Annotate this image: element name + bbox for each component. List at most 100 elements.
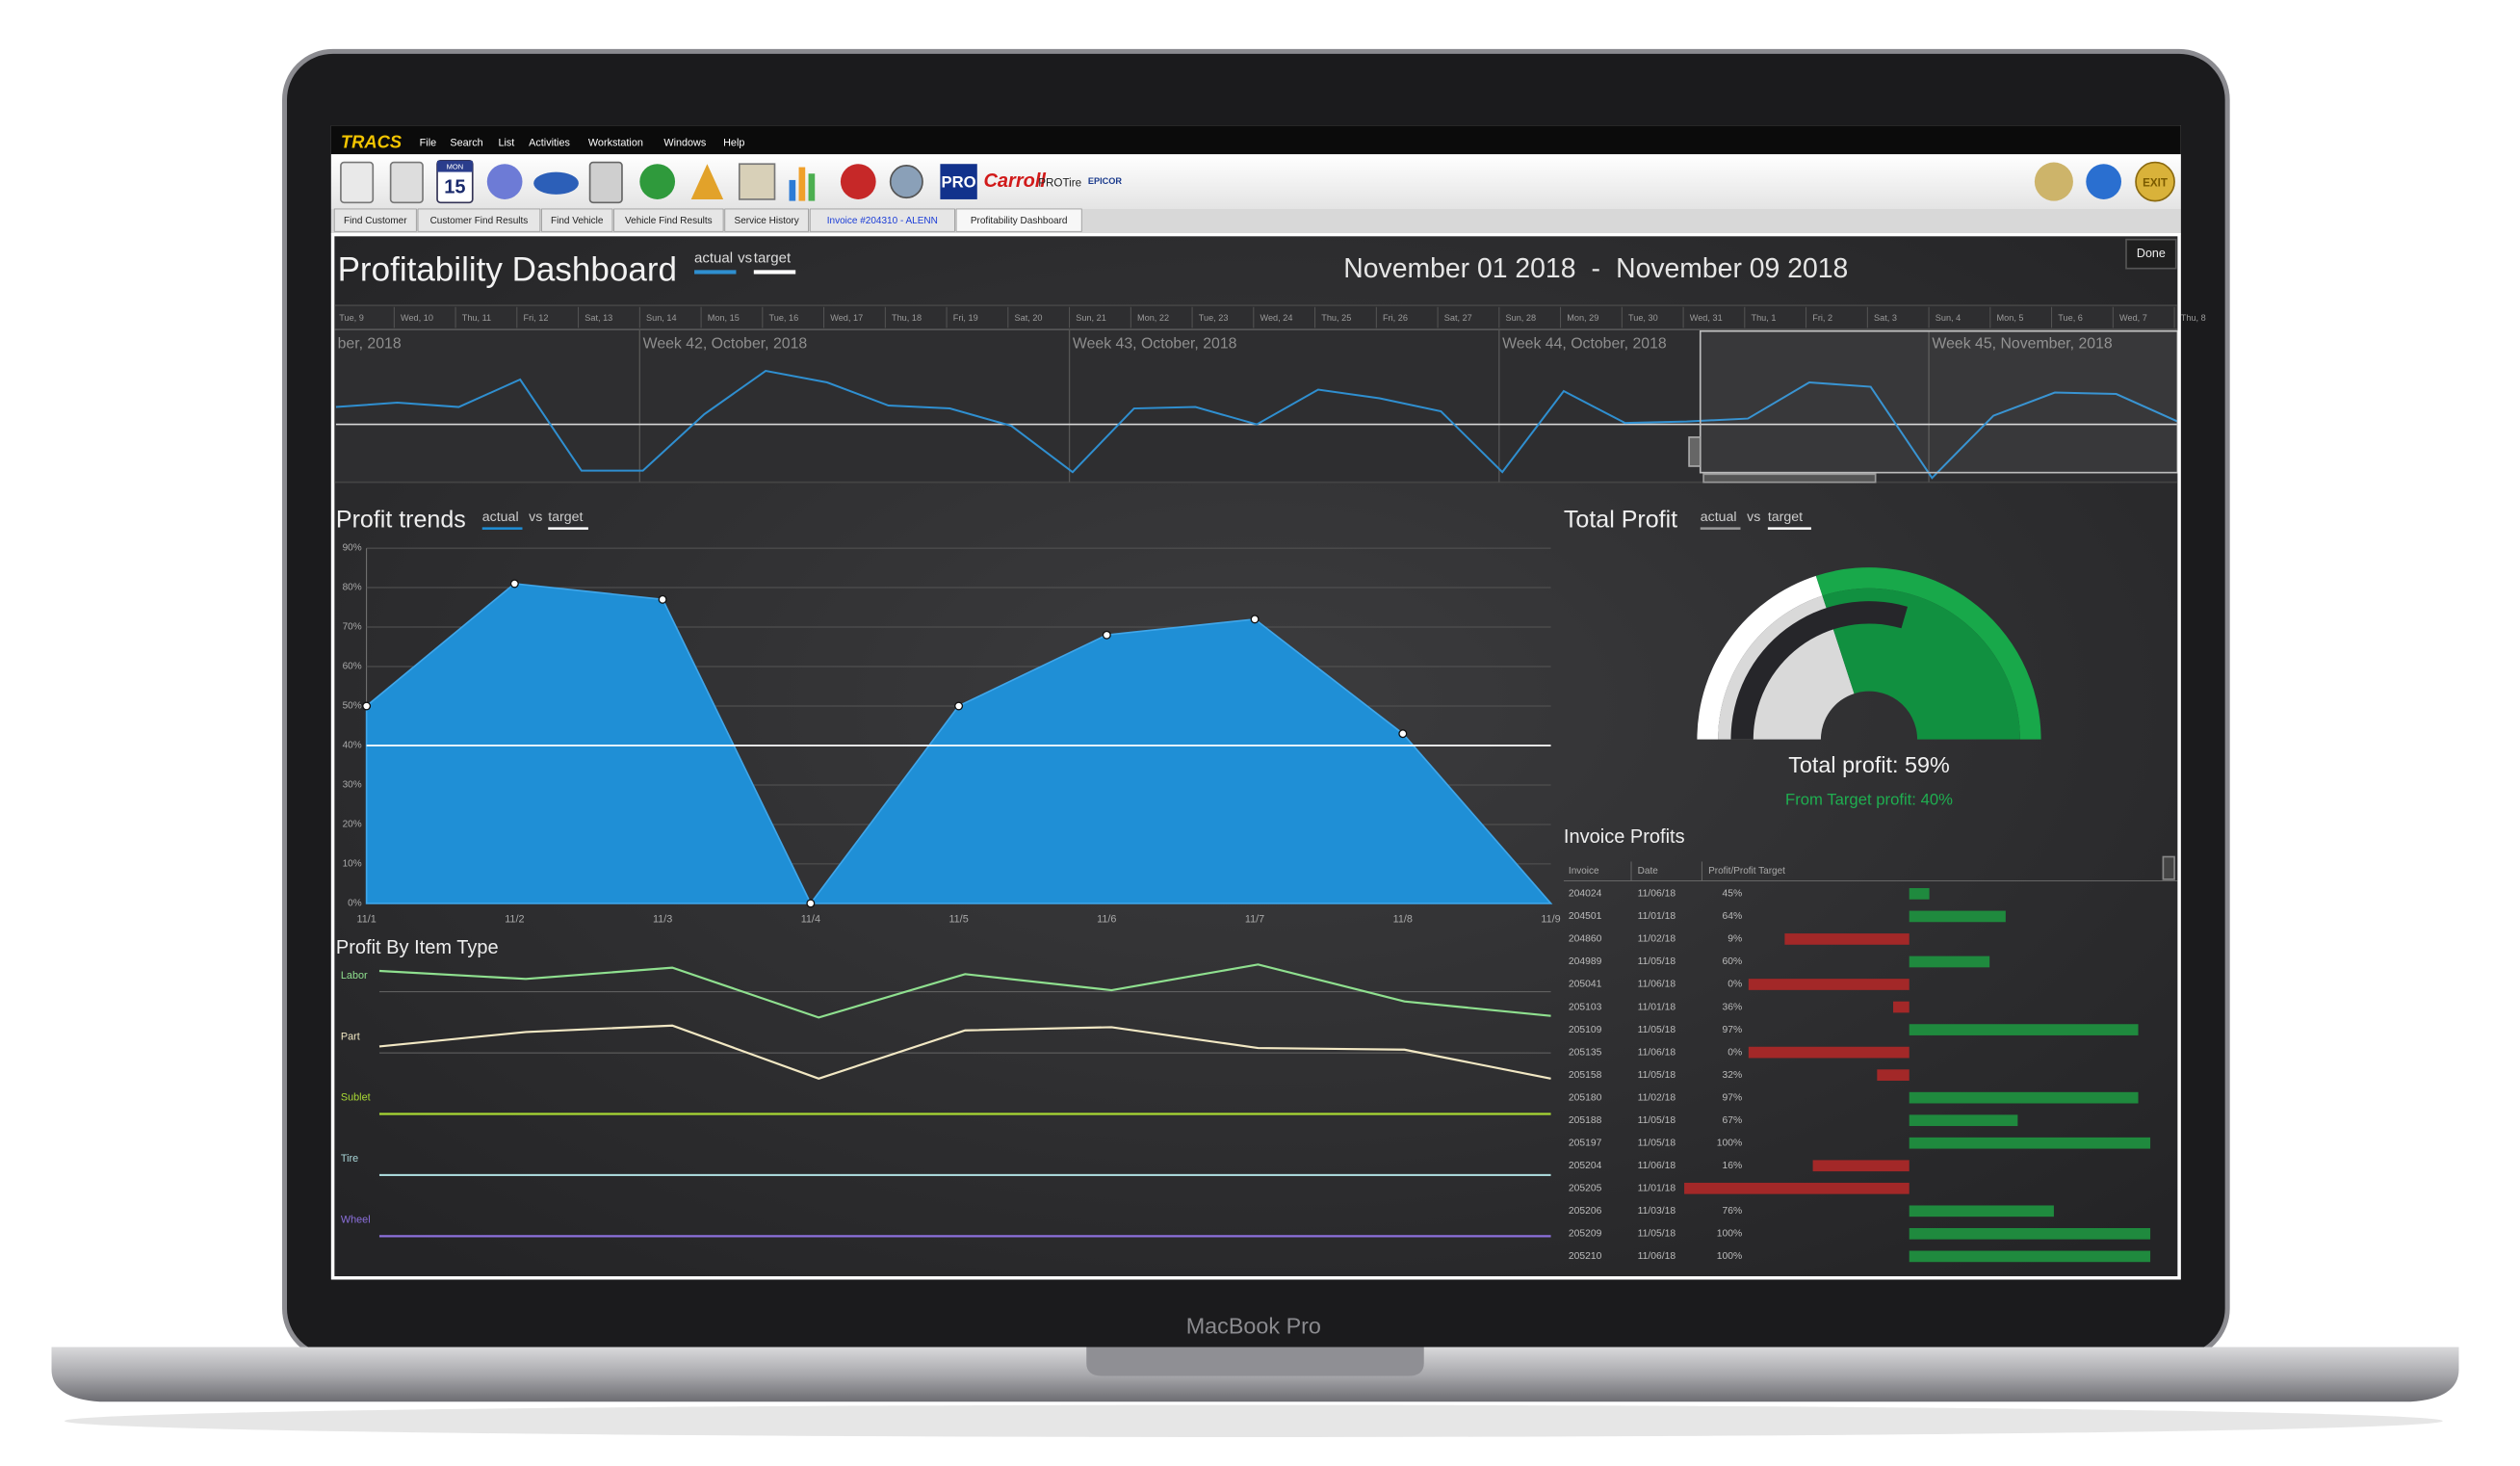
day-label: Mon, 15: [708, 313, 740, 323]
profit-bar: [1909, 1228, 2151, 1240]
icon[interactable]: [840, 164, 876, 199]
tab-label[interactable]: Vehicle Find Results: [625, 216, 713, 226]
keys-icon[interactable]: [2034, 162, 2073, 201]
protire-logo[interactable]: PROTire: [1038, 176, 1081, 189]
series-label: Part: [341, 1031, 360, 1042]
legend-swatch: [753, 270, 796, 275]
menu-item[interactable]: Activities: [529, 137, 570, 148]
icon[interactable]: [738, 163, 776, 200]
day-label: Thu, 18: [892, 313, 922, 323]
tab-label[interactable]: Customer Find Results: [430, 216, 529, 226]
menu-item[interactable]: Search: [450, 137, 482, 148]
icon[interactable]: [340, 161, 375, 204]
invoice-number: 205210: [1569, 1251, 1602, 1262]
profit-bar: [1893, 1001, 1909, 1013]
profit-label: 36%: [1722, 1002, 1742, 1012]
menu-item[interactable]: File: [420, 137, 436, 148]
pro-icon[interactable]: [940, 164, 977, 199]
invoice-number: 205103: [1569, 1002, 1602, 1012]
exit-label[interactable]: EXIT: [2143, 176, 2168, 189]
profit-bar: [1909, 910, 2006, 923]
invoice-date: 11/02/18: [1638, 934, 1676, 945]
menu-item[interactable]: Workstation: [588, 137, 643, 148]
day-label: Sat, 27: [1444, 313, 1472, 323]
selection-handle[interactable]: [1688, 436, 1702, 467]
tab-label[interactable]: Find Vehicle: [551, 216, 604, 226]
actual-band: [1730, 601, 1909, 740]
x-tick-label: 11/1: [356, 913, 376, 925]
profit-label: 100%: [1717, 1138, 1742, 1148]
profit-label: 97%: [1722, 1025, 1742, 1035]
invoice-number: 205205: [1569, 1184, 1602, 1194]
tab-label[interactable]: Invoice #204310 - ALENN: [827, 216, 938, 226]
selection-window[interactable]: [1699, 329, 2179, 474]
invoice-date: 11/06/18: [1638, 980, 1676, 990]
day-label: Wed, 24: [1260, 313, 1293, 323]
invoice-date: 11/06/18: [1638, 1161, 1676, 1171]
calendar-top: [437, 160, 473, 172]
icon[interactable]: [588, 161, 623, 204]
icon[interactable]: [486, 164, 523, 199]
epicor-logo[interactable]: EPICOR: [1088, 176, 1122, 186]
table-scroll[interactable]: [2162, 855, 2175, 880]
icon[interactable]: [533, 171, 579, 195]
tab[interactable]: [955, 208, 1082, 232]
scroll-thumb[interactable]: [1702, 473, 1877, 484]
tab[interactable]: [613, 208, 724, 232]
invoice-number: 205135: [1569, 1047, 1602, 1058]
icon[interactable]: [889, 165, 923, 199]
chart-title: Total Profit: [1564, 506, 1677, 533]
exit-icon[interactable]: [2135, 161, 2175, 202]
profit-bar: [1784, 933, 1909, 945]
tab[interactable]: [333, 208, 417, 232]
invoice-number: 204989: [1569, 956, 1602, 967]
data-point: [954, 701, 964, 711]
y-tick-label: 60%: [343, 662, 362, 672]
tab[interactable]: [809, 208, 955, 232]
profit-bar: [1877, 1069, 1909, 1081]
icon: [808, 173, 816, 201]
info-icon[interactable]: [2086, 164, 2122, 199]
series-line: [378, 963, 1551, 1019]
tab-label[interactable]: Profitability Dashboard: [971, 216, 1068, 226]
day-label: Tue, 23: [1199, 313, 1229, 323]
day-label: Fri, 26: [1383, 313, 1408, 323]
data-point: [806, 899, 816, 908]
series-label: Wheel: [341, 1215, 371, 1226]
date-separator: -: [1592, 253, 1600, 284]
y-tick-label: 0%: [348, 899, 362, 909]
tab-label[interactable]: Find Customer: [344, 216, 407, 226]
column-header: Invoice: [1569, 866, 1599, 877]
done-label[interactable]: Done: [2137, 247, 2166, 260]
calendar-day[interactable]: MON: [447, 163, 464, 171]
profit-label: 60%: [1722, 956, 1742, 967]
icon[interactable]: [389, 161, 424, 204]
menu-item[interactable]: Help: [723, 137, 744, 148]
tab-label[interactable]: Service History: [735, 216, 799, 226]
calendar-date[interactable]: 15: [444, 177, 465, 198]
icon[interactable]: [639, 164, 676, 199]
data-point: [1250, 615, 1260, 624]
legend-label: vs: [529, 510, 542, 525]
tab[interactable]: [417, 208, 541, 232]
menu-item[interactable]: List: [498, 137, 514, 148]
y-tick-label: 10%: [343, 859, 362, 870]
x-tick-label: 11/6: [1097, 913, 1116, 925]
invoice-date: 11/05/18: [1638, 1138, 1676, 1148]
pro-logo[interactable]: PRO: [942, 173, 976, 192]
carroll-logo[interactable]: Carroll: [983, 170, 1046, 192]
day-label: Mon, 22: [1137, 313, 1169, 323]
data-point: [362, 701, 372, 711]
icon[interactable]: [690, 164, 724, 199]
done-button[interactable]: [2125, 238, 2177, 270]
menu-item[interactable]: Windows: [663, 137, 707, 148]
tab[interactable]: [724, 208, 809, 232]
day-label: Wed, 10: [401, 313, 433, 323]
icon[interactable]: [789, 179, 796, 201]
profit-label: 76%: [1722, 1206, 1742, 1217]
day-label: Sun, 28: [1506, 313, 1537, 323]
legend-label: vs: [1747, 510, 1760, 525]
tab[interactable]: [541, 208, 613, 232]
day-label: Wed, 7: [2119, 313, 2147, 323]
day-label: Thu, 11: [462, 313, 491, 323]
